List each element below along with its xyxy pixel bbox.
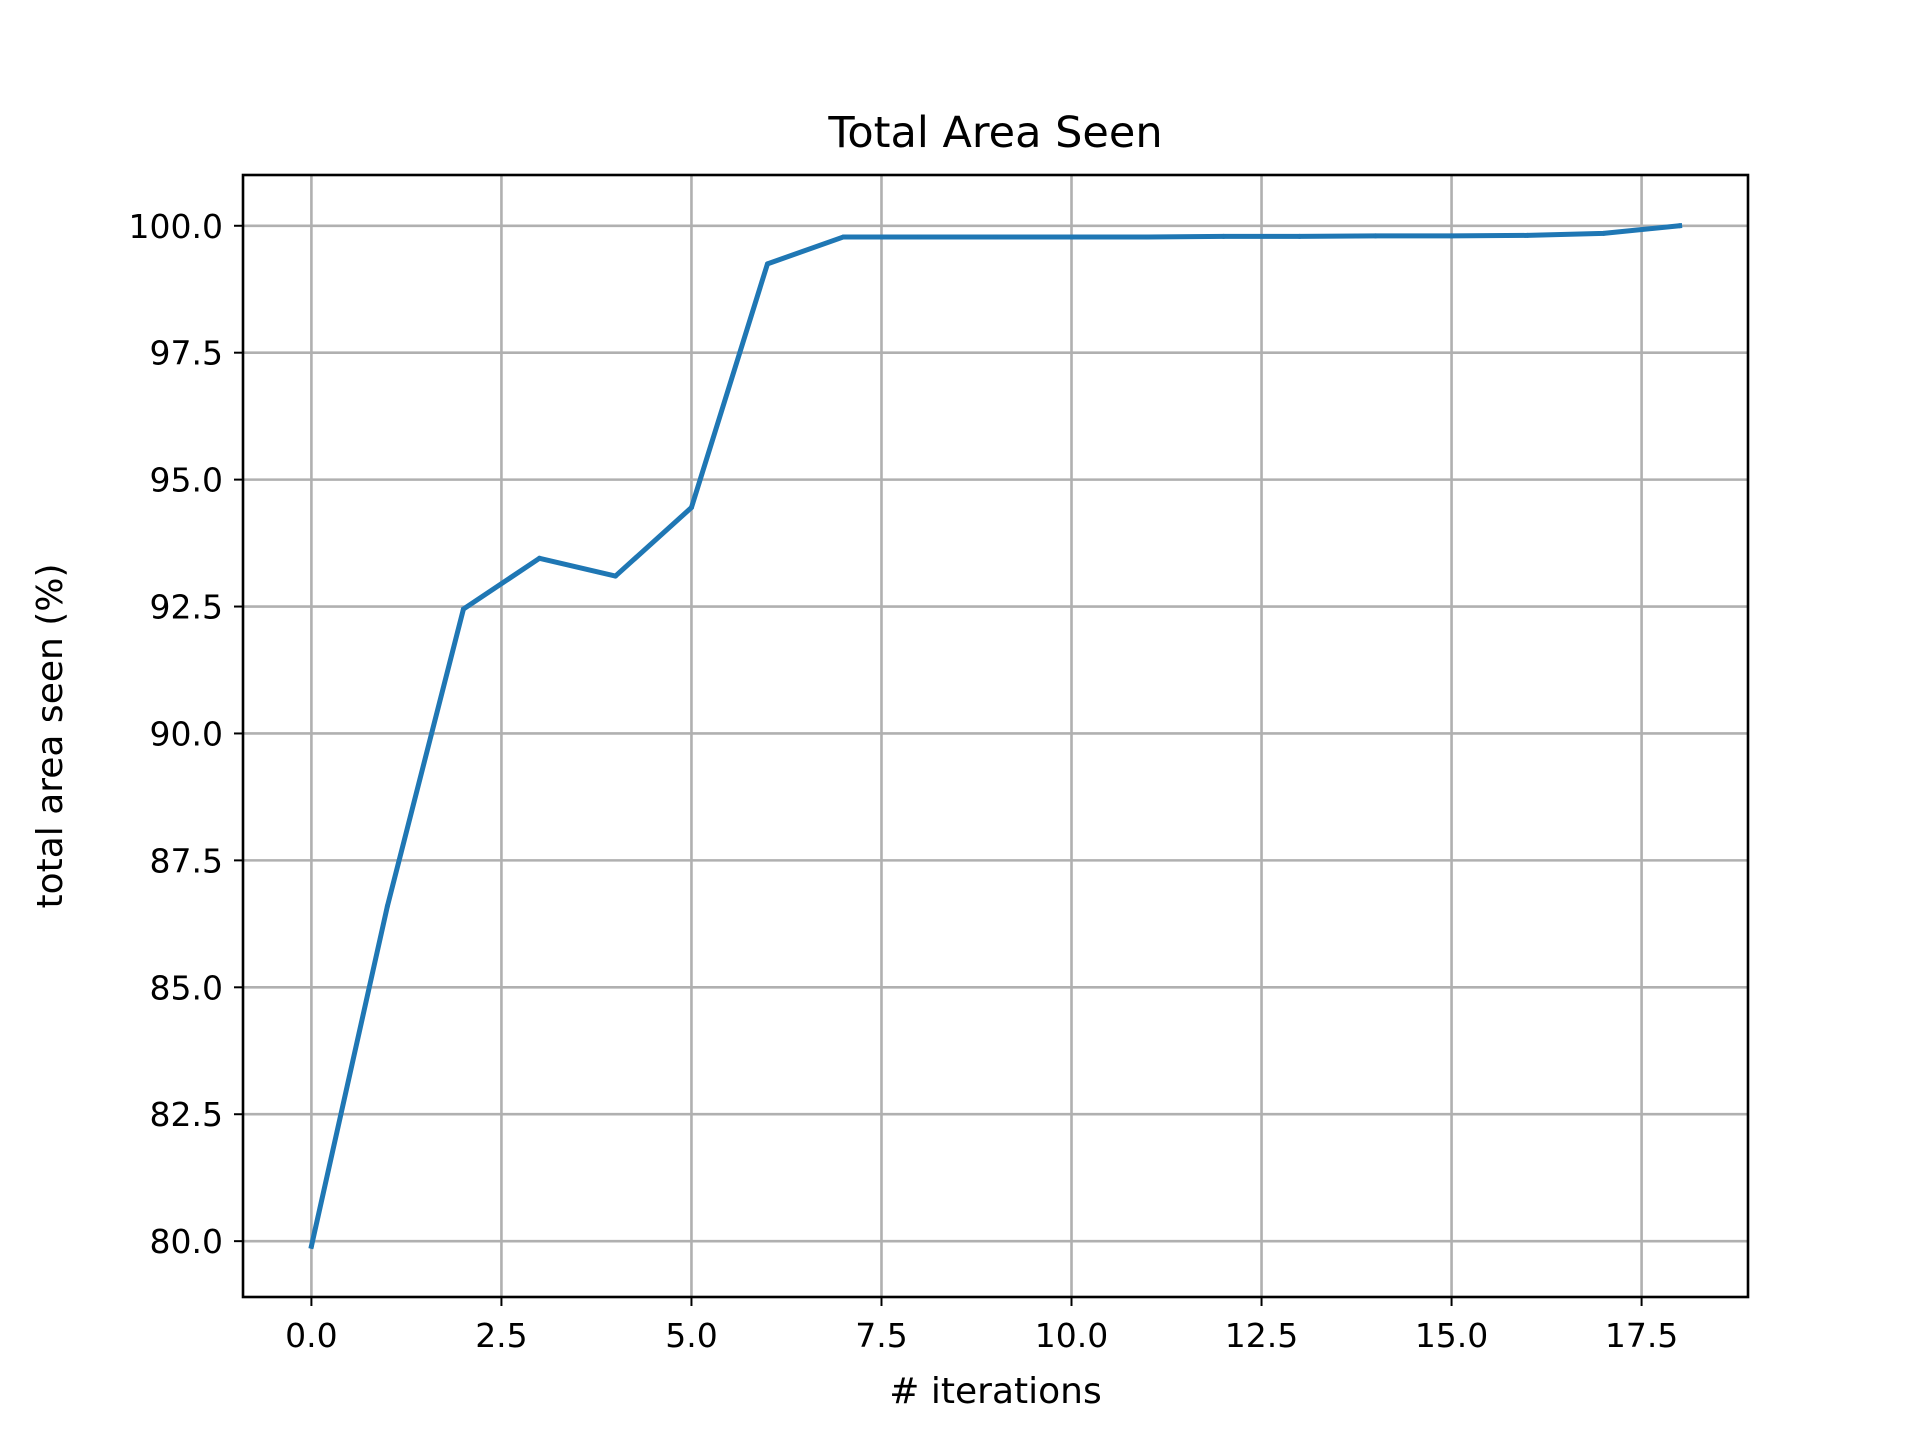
data-point <box>993 234 998 240</box>
data-point <box>460 606 466 612</box>
data-point <box>612 573 618 579</box>
grid <box>243 175 1748 1297</box>
y-tick-label: 85.0 <box>150 968 223 1007</box>
data-point <box>308 1243 314 1249</box>
x-tick-label: 7.5 <box>855 1316 907 1355</box>
data-point <box>1373 233 1379 239</box>
data-point <box>1221 233 1227 239</box>
y-tick-label: 97.5 <box>150 334 223 373</box>
y-tick-label: 80.0 <box>150 1222 223 1261</box>
x-tick-label: 12.5 <box>1225 1316 1298 1355</box>
data-point <box>536 555 542 561</box>
y-tick-label: 87.5 <box>150 841 223 880</box>
x-tick-label: 5.0 <box>665 1316 717 1355</box>
data-point <box>1525 232 1531 238</box>
axis-ticks: 0.0 2.5 5.0 7.5 10.0 12.5 15.0 17.5 80.0 82.5 85.0… <box>129 207 1679 1355</box>
data-point <box>764 261 770 267</box>
data-point <box>916 234 922 240</box>
data-point <box>1145 234 1151 240</box>
x-tick-label: 17.5 <box>1605 1316 1678 1355</box>
data-point <box>688 505 694 511</box>
data-point <box>384 903 390 909</box>
y-tick-label: 95.0 <box>150 461 223 500</box>
plot-frame <box>241 173 1750 1299</box>
data-point <box>840 234 846 240</box>
data-point <box>1297 233 1303 239</box>
data-point <box>1069 234 1075 240</box>
series-layer <box>308 223 1683 1250</box>
y-tick-label: 100.0 <box>129 207 223 246</box>
y-axis-title: total area seen (%) <box>30 563 71 908</box>
y-tick-label: 90.0 <box>150 714 223 753</box>
x-tick-label: 2.5 <box>475 1316 527 1355</box>
x-tick-label: 0.0 <box>285 1316 337 1355</box>
y-tick-label: 82.5 <box>150 1095 223 1134</box>
y-tick-label: 92.5 <box>150 588 223 627</box>
x-tick-label: 10.0 <box>1035 1316 1108 1355</box>
chart-title: Total Area Seen <box>827 108 1162 158</box>
data-point <box>1449 233 1455 239</box>
x-tick-label: 15.0 <box>1415 1316 1488 1355</box>
x-axis-title: # iterations <box>889 1371 1101 1412</box>
data-point <box>1601 230 1607 236</box>
data-point <box>1677 223 1683 229</box>
